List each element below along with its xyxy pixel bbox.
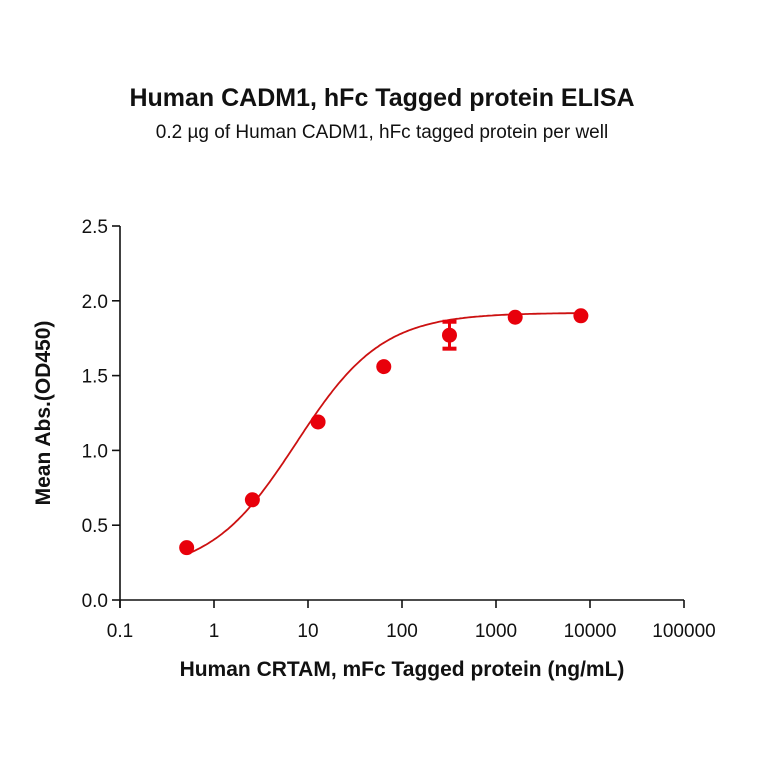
chart-title: Human CADM1, hFc Tagged protein ELISA — [129, 84, 635, 112]
y-tick-label: 0.5 — [82, 516, 108, 537]
y-tick-label: 1.5 — [82, 367, 108, 388]
data-points — [179, 308, 589, 556]
data-point — [179, 540, 195, 556]
fit-curve — [186, 312, 581, 556]
x-tick-label: 1 — [209, 621, 220, 642]
y-tick-label: 0.0 — [82, 591, 108, 612]
data-point — [507, 309, 523, 325]
y-tick-label: 2.0 — [82, 292, 108, 313]
data-point — [376, 359, 392, 375]
data-point — [573, 308, 589, 324]
data-point — [441, 327, 457, 343]
axes: 0.0 0.5 1.0 1.5 2.0 2.5 0.1 1 10 100 1000 10000 1000… — [82, 217, 716, 642]
x-tick-label: 0.1 — [107, 621, 133, 642]
x-tick-label: 10 — [297, 621, 318, 642]
chart-subtitle: 0.2 µg of Human CADM1, hFc tagged protei… — [155, 122, 609, 143]
x-axis-label: Human CRTAM, mFc Tagged protein (ng/mL) — [180, 658, 625, 681]
data-point — [310, 414, 326, 430]
y-tick-label: 1.0 — [82, 441, 108, 462]
data-point — [244, 492, 260, 508]
x-tick-label: 1000 — [475, 621, 517, 642]
x-tick-label: 100 — [386, 621, 418, 642]
x-tick-label: 100000 — [652, 621, 715, 642]
y-axis-label: Mean Abs.(OD450) — [32, 321, 55, 506]
y-tick-label: 2.5 — [82, 217, 108, 238]
x-tick-label: 10000 — [564, 621, 617, 642]
